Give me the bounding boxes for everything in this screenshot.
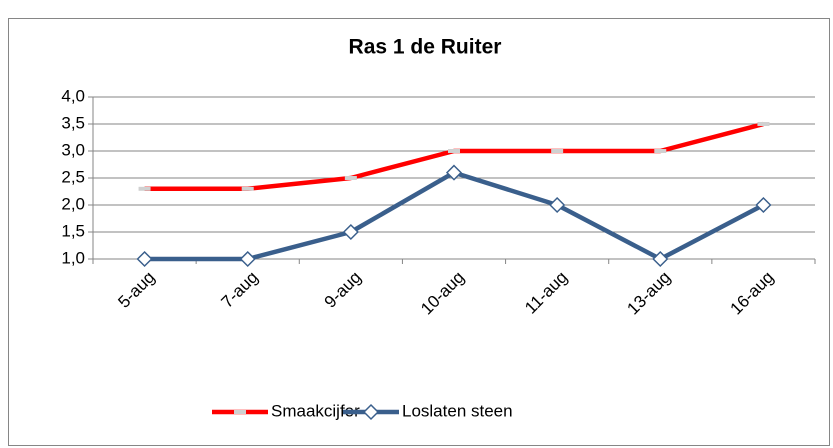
legend-marker bbox=[362, 403, 380, 421]
point-marker bbox=[239, 250, 256, 268]
point-marker bbox=[549, 196, 566, 214]
point-marker bbox=[755, 196, 772, 214]
y-tick-label: 2,5 bbox=[61, 167, 85, 186]
y-tick-label: 2,0 bbox=[61, 194, 85, 213]
point-marker bbox=[445, 164, 463, 181]
y-tick-label: 3,0 bbox=[61, 140, 85, 159]
y-tick-label: 1,0 bbox=[61, 248, 85, 267]
legend-label: Smaakcijfer bbox=[271, 401, 360, 420]
chart-title: Ras 1 de Ruiter bbox=[349, 36, 502, 59]
legend-label: Loslaten steen bbox=[402, 401, 513, 420]
point-marker bbox=[136, 250, 153, 268]
y-tick-label: 3,5 bbox=[61, 113, 85, 132]
point-marker bbox=[652, 250, 669, 268]
y-tick-label: 4,0 bbox=[61, 86, 85, 105]
point-marker bbox=[342, 223, 359, 241]
y-tick-label: 1,5 bbox=[61, 221, 85, 240]
